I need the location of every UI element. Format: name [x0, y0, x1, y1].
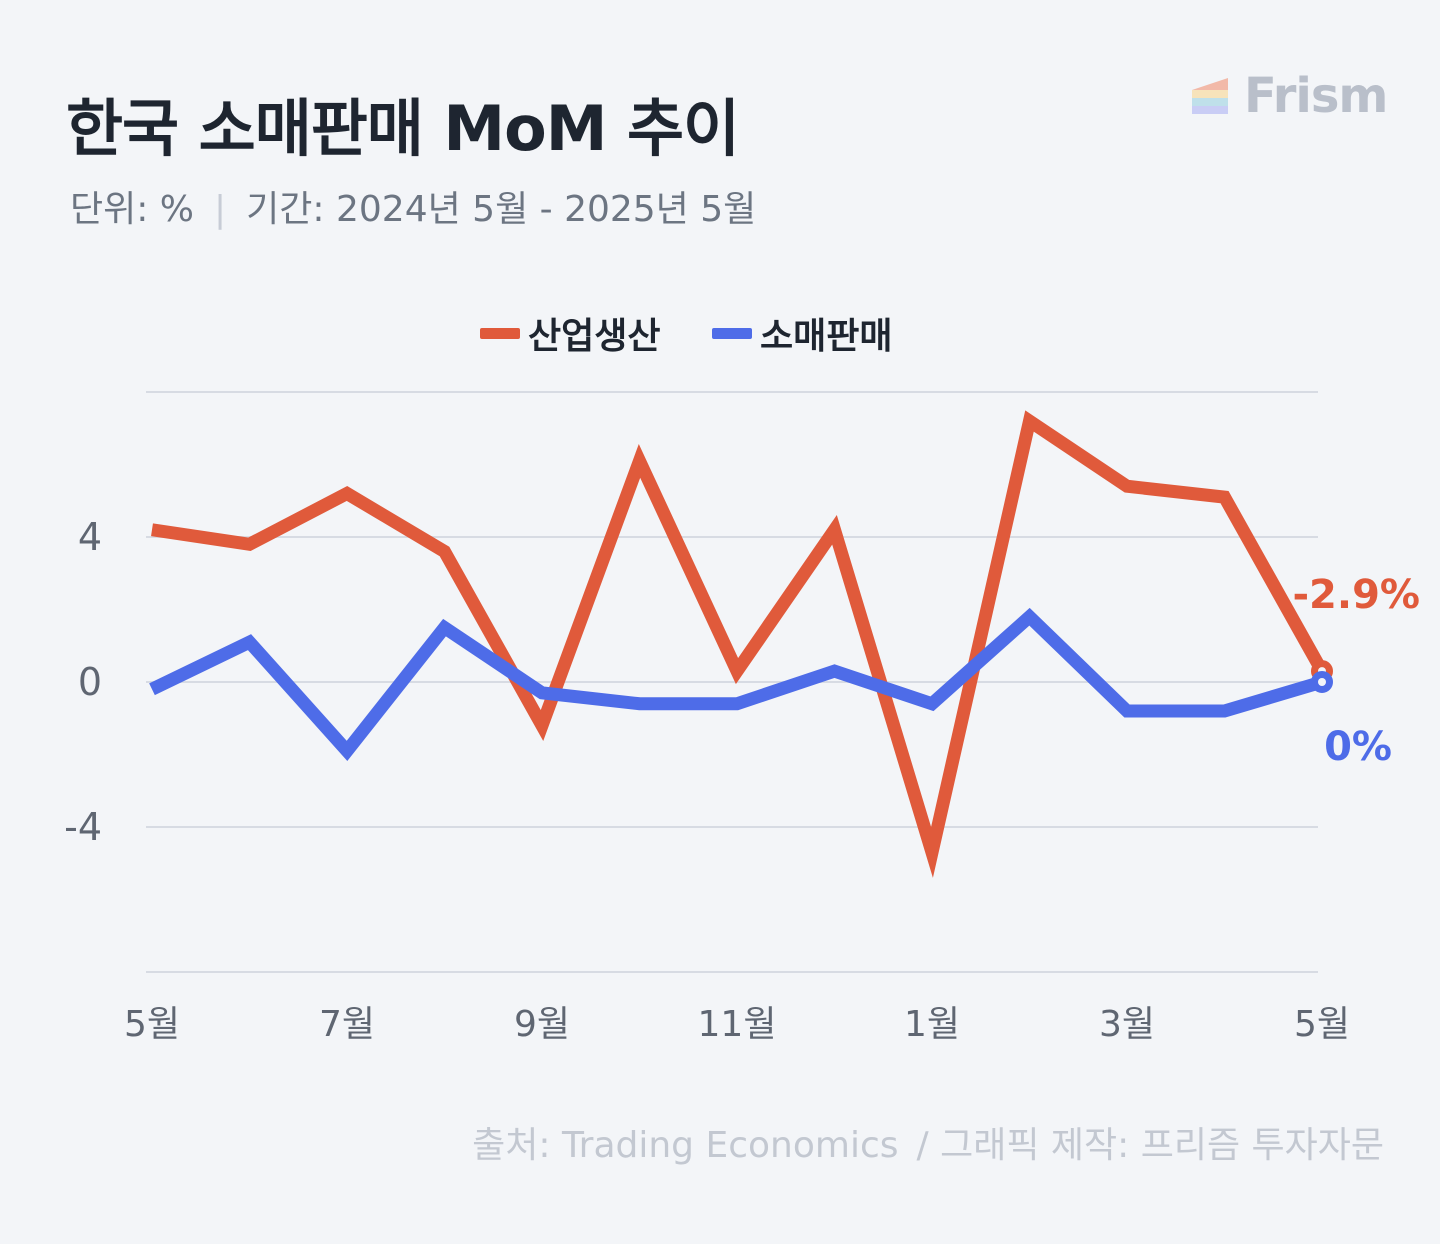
frism-logo-icon: [1192, 78, 1228, 114]
x-tick-label: 11월: [698, 1004, 777, 1045]
grid-lines: [146, 391, 1318, 973]
y-axis-ticks: 4 0 -4: [64, 515, 102, 849]
series-line-retail: [149, 607, 1324, 761]
legend-swatch-industrial: [480, 328, 520, 339]
end-marker-center: [1318, 678, 1326, 686]
chart-legend: 산업생산 소매판매: [480, 316, 892, 357]
unit-label: 단위: %: [70, 189, 195, 230]
end-label-retail: 0%: [1324, 724, 1392, 770]
x-tick-label: 7월: [319, 1004, 375, 1045]
x-tick-label: 3월: [1099, 1004, 1155, 1045]
x-axis-ticks: 5월 7월 9월 11월 1월 3월 5월: [124, 1004, 1350, 1045]
series-line-industrial: [151, 410, 1328, 878]
x-tick-label: 5월: [1294, 1004, 1350, 1045]
chart-subtitle: 단위: % | 기간: 2024년 5월 - 2025년 5월: [70, 180, 756, 232]
y-tick-label: -4: [64, 805, 102, 849]
chart-series: [149, 410, 1333, 878]
frism-logo-text: Frism: [1244, 68, 1388, 124]
chart-title: 한국 소매판매 MoM 추이: [66, 92, 740, 165]
y-tick-label: 0: [78, 660, 102, 704]
source-text: 출처: Trading Economics: [472, 1125, 899, 1166]
frism-logo: Frism: [1190, 68, 1388, 124]
legend-swatch-retail: [712, 328, 752, 339]
x-tick-label: 9월: [514, 1004, 570, 1045]
x-tick-label: 1월: [904, 1004, 960, 1045]
subtitle-separator: |: [214, 189, 227, 230]
legend-label-retail: 소매판매: [760, 316, 892, 357]
period-label: 기간: 2024년 5월 - 2025년 5월: [246, 189, 757, 230]
y-tick-label: 4: [78, 515, 102, 559]
end-labels: -2.9% 0%: [1292, 572, 1420, 770]
x-tick-label: 5월: [124, 1004, 180, 1045]
legend-label-industrial: 산업생산: [528, 316, 660, 357]
credit-text: / 그래픽 제작: 프리즘 투자자문: [916, 1125, 1384, 1166]
source-note: 출처: Trading Economics / 그래픽 제작: 프리즘 투자자문: [472, 1116, 1390, 1168]
end-label-industrial: -2.9%: [1292, 572, 1420, 618]
